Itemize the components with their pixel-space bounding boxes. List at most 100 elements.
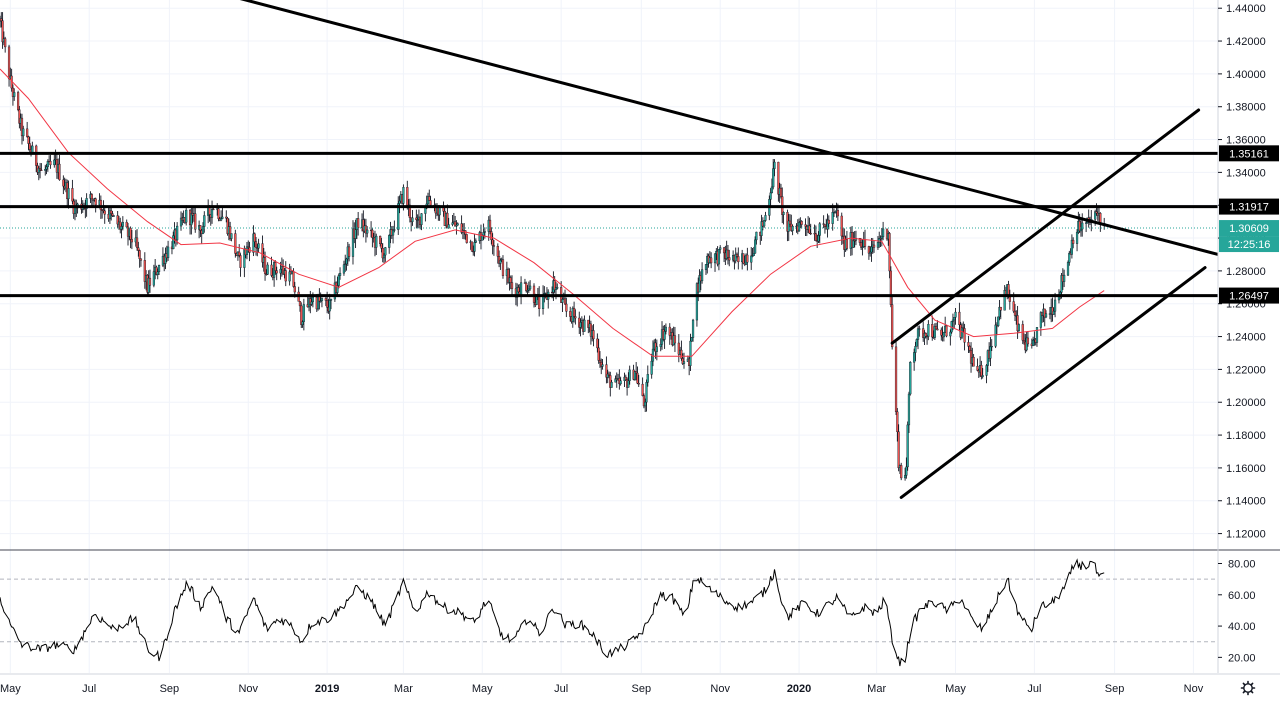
- time-tick-label: Jul: [1027, 683, 1041, 695]
- trendline[interactable]: [890, 108, 1201, 345]
- candle-body: [354, 229, 357, 239]
- candle: [221, 207, 224, 220]
- candle-body: [492, 245, 496, 247]
- candle: [302, 298, 305, 331]
- candle: [646, 365, 649, 387]
- candle-body: [1032, 339, 1035, 346]
- candle-body: [371, 229, 374, 238]
- candle-body: [263, 257, 267, 274]
- candle: [827, 215, 830, 230]
- candle-body: [470, 241, 474, 252]
- moving-average-line: [0, 68, 1105, 357]
- candle-body: [130, 239, 133, 243]
- candle-body: [905, 466, 908, 476]
- candle: [650, 353, 653, 379]
- candle-body: [527, 288, 530, 291]
- time-tick-label: Nov: [1184, 683, 1204, 695]
- candle: [103, 205, 106, 224]
- trendline[interactable]: [120, 0, 1218, 256]
- candle: [945, 324, 948, 338]
- current-price-label-bg: [1219, 220, 1279, 237]
- candle-body: [994, 324, 997, 347]
- candle: [26, 121, 29, 138]
- candle-body: [907, 393, 911, 426]
- candle-body: [717, 249, 721, 265]
- candle-body: [968, 346, 971, 351]
- candle: [755, 231, 758, 245]
- candle: [565, 297, 568, 318]
- candle: [529, 280, 532, 291]
- candle: [770, 178, 774, 194]
- oscillator-tick-label: 80.00: [1228, 559, 1256, 571]
- trendline[interactable]: [899, 266, 1207, 499]
- candle: [891, 295, 894, 350]
- candle-body: [646, 374, 649, 383]
- candle-body: [997, 316, 1000, 327]
- candle: [746, 247, 749, 271]
- candle-body: [366, 229, 369, 234]
- candle-body: [1079, 228, 1083, 232]
- candle: [329, 298, 333, 310]
- candle: [569, 306, 572, 322]
- candle: [17, 90, 20, 112]
- candle: [710, 252, 713, 269]
- candle: [663, 325, 666, 349]
- candle-body: [230, 233, 233, 239]
- oscillator-tick-label: 60.00: [1228, 590, 1256, 602]
- candle: [894, 341, 898, 416]
- candle: [456, 222, 459, 226]
- candle: [166, 240, 170, 261]
- candle: [764, 211, 767, 222]
- candle-body: [40, 169, 43, 171]
- candle-body: [980, 365, 983, 377]
- candle-body: [680, 349, 683, 359]
- candle-body: [645, 382, 648, 403]
- candle: [914, 341, 917, 362]
- axis-price-labels: 1.35161 1.31917 1.26497 1.30609 12:25:16: [1219, 145, 1279, 304]
- candle-body: [201, 226, 205, 234]
- candle-body: [46, 160, 49, 167]
- candle-body: [808, 225, 811, 234]
- candle-body: [592, 330, 595, 340]
- price-tick-label: 1.40000: [1226, 69, 1266, 81]
- candle-body: [596, 338, 599, 349]
- candle-body: [574, 316, 577, 319]
- candle-body: [863, 239, 867, 247]
- candle: [137, 241, 140, 257]
- candle: [274, 260, 277, 275]
- candle: [664, 323, 667, 335]
- level-price-label-bg: [1219, 145, 1279, 162]
- candle-body: [607, 373, 611, 376]
- candle-body: [0, 18, 3, 21]
- candle-body: [138, 250, 141, 259]
- candle: [782, 211, 785, 225]
- candle-body: [203, 215, 206, 227]
- price-tick-label: 1.22000: [1226, 364, 1266, 376]
- settings-gear-icon[interactable]: [1240, 680, 1256, 696]
- trendlines[interactable]: [120, 0, 1218, 499]
- time-tick-label: Sep: [160, 683, 180, 695]
- candle-body: [1053, 299, 1057, 312]
- candle: [763, 220, 766, 228]
- candle: [49, 154, 52, 169]
- candle: [800, 220, 803, 229]
- candle-body: [166, 246, 170, 259]
- time-tick-label: Mar: [394, 683, 413, 695]
- candle-body: [525, 283, 528, 292]
- candle: [465, 234, 468, 244]
- candle: [391, 225, 395, 244]
- candle-body: [7, 46, 11, 80]
- candle-body: [338, 272, 342, 276]
- candle-body: [772, 168, 775, 188]
- candle: [217, 205, 220, 222]
- level-price-label: 1.26497: [1229, 291, 1269, 303]
- candle-body: [85, 198, 88, 209]
- candle-body: [28, 143, 31, 150]
- candle-body: [1013, 310, 1017, 316]
- candle-body: [960, 327, 964, 338]
- candle-body: [245, 246, 249, 255]
- candle-body: [257, 243, 260, 249]
- horizontal-levels[interactable]: [0, 151, 1218, 298]
